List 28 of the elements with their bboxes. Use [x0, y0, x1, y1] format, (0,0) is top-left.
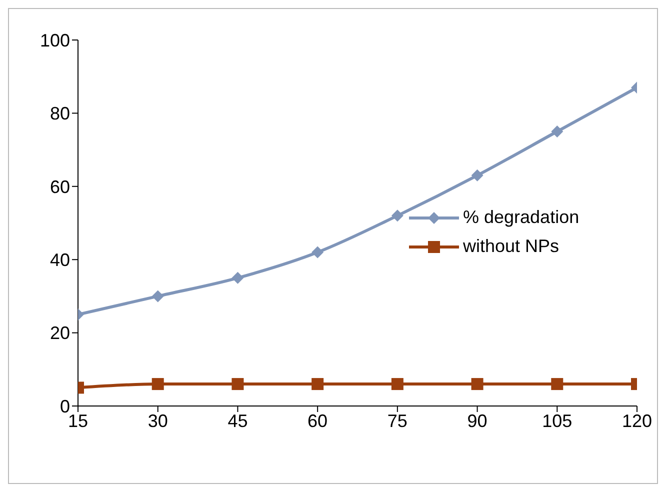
- point: [312, 378, 324, 390]
- point: [551, 378, 564, 390]
- x-tick-label: 45: [228, 410, 248, 431]
- point: [152, 290, 164, 302]
- y-tick-label: 40: [50, 250, 70, 270]
- x-tick-label: 75: [387, 410, 408, 431]
- point: [471, 169, 484, 182]
- point: [152, 378, 164, 390]
- point: [232, 378, 244, 390]
- legend-label: % degradation: [463, 207, 580, 228]
- point: [551, 126, 564, 138]
- x-tick-label: 120: [622, 410, 652, 431]
- x-tick-label: 60: [308, 410, 328, 431]
- y-tick-label: 80: [50, 104, 70, 124]
- point: [232, 272, 244, 284]
- point: [391, 210, 404, 222]
- y-tick-label: 100: [40, 30, 70, 50]
- y-tick-label: 20: [50, 323, 70, 344]
- x-tick-label: 90: [467, 410, 488, 431]
- point: [391, 378, 404, 390]
- y-tick-label: 0: [60, 396, 70, 416]
- x-tick-label: 15: [68, 410, 88, 431]
- y-tick-label: 60: [50, 176, 70, 197]
- legend-label: without NPs: [463, 236, 560, 257]
- point: [312, 246, 324, 258]
- point: [471, 378, 484, 390]
- x-tick-label: 105: [542, 410, 572, 431]
- x-tick-label: 30: [148, 410, 168, 431]
